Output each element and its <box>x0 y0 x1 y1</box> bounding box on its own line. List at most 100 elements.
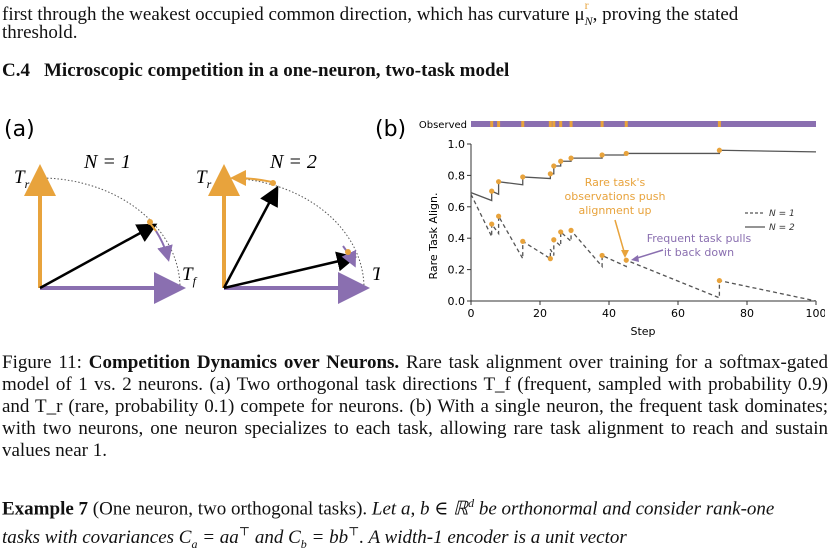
rare-annotation-arrowhead <box>621 250 629 258</box>
observation-marker <box>489 221 495 227</box>
observation-marker <box>599 252 605 259</box>
x-tick-label: 80 <box>740 307 754 320</box>
example-text-2: be orthonormal and consider rank-one <box>474 498 775 520</box>
panel-b-label: (b) <box>375 117 406 142</box>
rare-annotation: Rare task's observations push alignment … <box>565 176 666 217</box>
example-text-1: Let a, b ∈ ℝ <box>367 498 469 520</box>
left-tf-label: Tf <box>182 264 198 288</box>
observation-marker <box>489 188 495 194</box>
panel-a-label: (a) <box>4 117 35 142</box>
left-arc <box>39 177 181 289</box>
observation-marker <box>623 257 629 263</box>
y-tick-label: 0.6 <box>448 201 466 214</box>
observation-marker <box>551 237 557 243</box>
x-tick-label: 0 <box>468 307 475 320</box>
observation-marker <box>520 174 526 180</box>
right-marker-1 <box>270 180 276 186</box>
observed-label: Observed <box>419 120 467 131</box>
caption-label: Figure 11: <box>2 352 82 373</box>
legend-label-n1: N = 1 <box>769 209 795 219</box>
right-tr-label: Tr <box>196 167 212 191</box>
rare-annotation-line-2: observations push <box>565 190 666 203</box>
left-purple-arc-segment <box>155 230 173 262</box>
observed-tick <box>521 121 525 127</box>
caption-text: Rare task alignment over training for a … <box>2 352 829 461</box>
x-tick-label: 40 <box>602 307 616 320</box>
right-neuron-1-arrow <box>222 185 279 289</box>
figure-panel-b-chart: (b) Observed 0 20 40 60 80 100 0.0 0.2 0.4 0.6 0.8… <box>375 117 826 338</box>
mu-subscript: N <box>584 13 593 28</box>
section-number: C.4 <box>2 60 30 81</box>
y-tick-label: 0.4 <box>448 232 466 245</box>
observation-marker <box>551 163 557 169</box>
left-marker <box>147 219 153 225</box>
right-marker-2 <box>345 249 351 255</box>
x-tick-label: 60 <box>671 307 685 320</box>
figure-panel-a: (a) N = 1 Tr Tf N = 2 Tr Tf <box>4 117 380 304</box>
right-subplot-title: N = 2 <box>269 151 317 173</box>
mu-superscript: r <box>584 0 589 12</box>
observed-tick <box>552 121 556 127</box>
body-text-line-2: threshold. <box>2 22 78 43</box>
freq-annotation-line-1: Frequent task pulls <box>647 232 752 245</box>
observation-marker <box>568 155 574 161</box>
freq-annotation-arrow <box>633 249 664 260</box>
right-neuron-2-arrow <box>223 251 357 290</box>
body-text-line-1: first through the weakest occupied commo… <box>2 0 739 32</box>
x-axis-label: Step <box>630 325 655 338</box>
rare-annotation-line-3: alignment up <box>578 204 651 217</box>
y-tick-label: 0.2 <box>448 264 466 277</box>
observation-marker <box>520 238 526 244</box>
observation-marker <box>558 158 564 164</box>
left-neuron-arrow <box>39 223 158 290</box>
observation-marker <box>716 277 722 284</box>
text-fragment: first through the weakest occupied commo… <box>2 4 585 25</box>
section-heading: C.4 Microscopic competition in a one-neur… <box>2 60 509 82</box>
observed-tick <box>569 121 573 127</box>
section-title: Microscopic competition in a one-neuron,… <box>43 60 510 81</box>
series-line-n1 <box>470 193 817 302</box>
freq-annotation: Frequent task pulls it back down <box>647 232 752 259</box>
observed-tick <box>624 121 628 127</box>
observed-tick <box>497 121 501 127</box>
x-tick-label: 20 <box>533 307 547 320</box>
example-sup-d: d <box>468 496 475 510</box>
freq-annotation-arrowhead <box>631 255 639 262</box>
y-tick-label: 1.0 <box>448 138 466 151</box>
caption-title: Competition Dynamics over Neurons. <box>88 352 400 373</box>
legend-label-n2: N = 2 <box>769 223 795 233</box>
right-purple-arc-segment <box>341 245 357 268</box>
observed-tick <box>559 121 563 127</box>
observed-tick <box>548 121 552 127</box>
observed-tick <box>490 121 494 127</box>
observation-marker <box>496 213 502 219</box>
rare-annotation-arrow <box>614 219 626 256</box>
observation-marker <box>568 227 574 233</box>
legend: N = 1 N = 2 <box>745 209 795 233</box>
rare-annotation-line-1: Rare task's <box>585 176 646 189</box>
observed-tick <box>600 121 604 127</box>
example-label: Example 7 <box>2 498 89 520</box>
observation-marker <box>623 150 629 157</box>
y-tick-label: 0.0 <box>448 295 466 308</box>
observed-tick <box>717 121 721 127</box>
figure-caption: Figure 11: Competition Dynamics over Neu… <box>2 352 828 462</box>
y-tick-label: 0.8 <box>448 169 466 182</box>
x-tick-label: 100 <box>806 307 826 320</box>
freq-annotation-line-2: it back down <box>664 246 734 259</box>
observation-marker <box>558 229 564 235</box>
observation-marker <box>547 256 553 262</box>
observation-marker <box>547 171 553 177</box>
observation-marker <box>496 179 502 185</box>
left-tr-label: Tr <box>14 167 30 191</box>
example-line-2: tasks with covariances Ca = aa⊤ and Cb =… <box>2 524 627 551</box>
example-title: (One neuron, two orthogonal tasks). <box>88 498 368 520</box>
text-fragment: , proving the stated <box>592 4 739 25</box>
y-axis-label: Rare Task Align. <box>427 192 440 279</box>
observed-bar <box>471 121 816 127</box>
observation-marker <box>599 152 605 158</box>
left-subplot-title: N = 1 <box>83 151 131 173</box>
example-7: Example 7 (One neuron, two orthogonal ta… <box>2 492 774 554</box>
observation-marker <box>716 147 722 153</box>
